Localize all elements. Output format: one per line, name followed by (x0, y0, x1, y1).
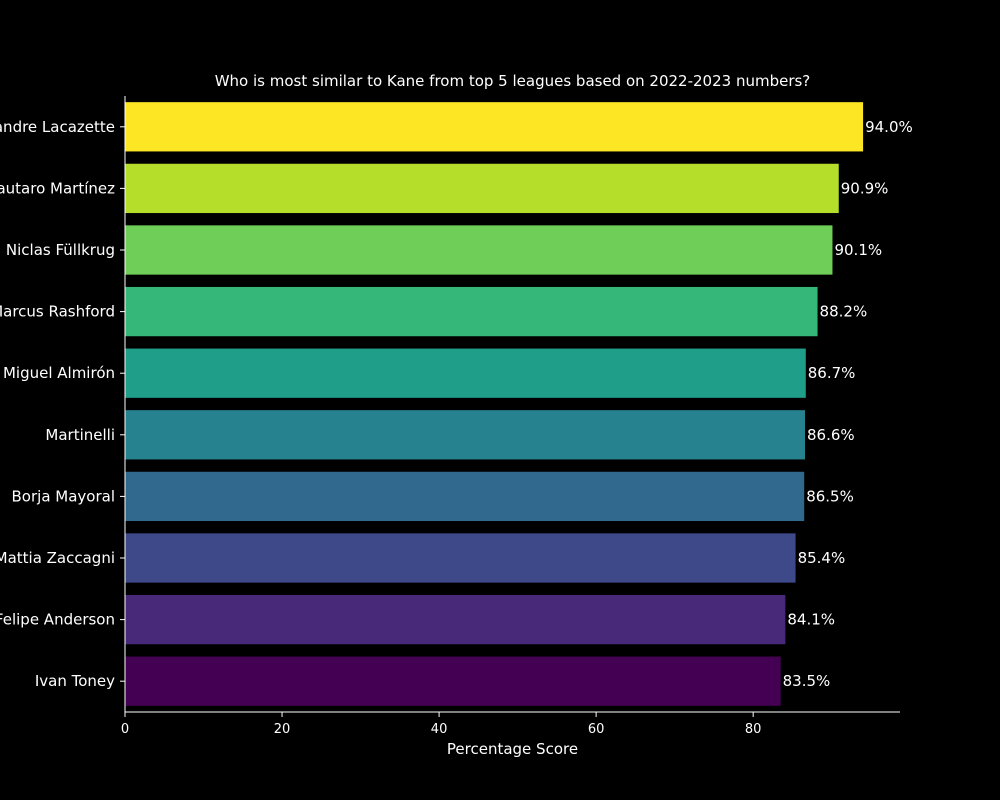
bar (125, 471, 805, 522)
bar-value-label: 94.0% (865, 118, 913, 136)
y-tick-label: Ivan Toney (35, 672, 115, 690)
bar (125, 656, 781, 706)
x-tick-label: 60 (588, 722, 605, 737)
bar-value-label: 85.4% (798, 549, 846, 567)
bar-value-label: 84.1% (787, 611, 835, 629)
y-tick-label: Lautaro Martínez (0, 179, 115, 197)
bar-value-label: 86.5% (806, 487, 854, 505)
y-tick-label: Felipe Anderson (0, 611, 115, 629)
bar-value-label: 86.6% (807, 426, 855, 444)
bar (125, 410, 805, 460)
bar-value-label: 83.5% (783, 672, 831, 690)
x-tick-label: 0 (121, 722, 129, 737)
y-tick-label: Marcus Rashford (0, 303, 115, 321)
bar-value-label: 90.1% (834, 241, 882, 259)
x-axis-label: Percentage Score (447, 740, 578, 758)
bar (125, 225, 833, 275)
bar (125, 102, 864, 152)
y-tick-label: Martinelli (45, 426, 115, 444)
bar-value-label: 88.2% (820, 303, 868, 321)
y-tick-label: Mattia Zaccagni (0, 549, 115, 567)
bar (125, 163, 839, 214)
bar-value-label: 86.7% (808, 364, 856, 382)
bars-group: 94.0% 90.9% 90.1% 88.2% 86.7% 86.6% 86.5% 85.4%… (125, 102, 913, 706)
x-tick-label: 80 (745, 722, 762, 737)
y-tick-label: Alexandre Lacazette (0, 118, 115, 136)
y-tick-label: Niclas Füllkrug (6, 241, 115, 259)
bar-value-label: 90.9% (841, 179, 889, 197)
bar (125, 533, 796, 583)
chart-title: Who is most similar to Kane from top 5 l… (215, 72, 811, 90)
y-tick-label: Borja Mayoral (12, 487, 115, 505)
x-tick-label: 20 (274, 722, 291, 737)
bar (125, 286, 818, 337)
bar (125, 594, 786, 645)
x-tick-label: 40 (431, 722, 448, 737)
y-tick-label: Miguel Almirón (3, 364, 115, 382)
bar (125, 348, 806, 398)
axes-group: Alexandre Lacazette Lautaro Martínez Nicla… (0, 96, 900, 737)
